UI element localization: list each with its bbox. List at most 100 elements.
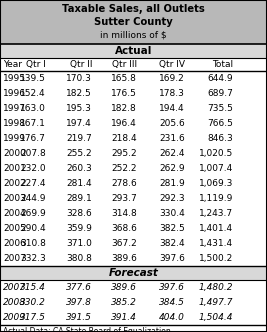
- Text: Actual Data: CA State Board of Equalization: Actual Data: CA State Board of Equalizat…: [3, 327, 171, 332]
- Text: 846.3: 846.3: [207, 134, 233, 143]
- Text: Taxable Sales, all Outlets: Taxable Sales, all Outlets: [62, 4, 205, 14]
- Text: 1,500.2: 1,500.2: [199, 254, 233, 263]
- Text: Qtr IV: Qtr IV: [159, 60, 185, 69]
- Text: Qtr III: Qtr III: [112, 60, 137, 69]
- Text: 2005: 2005: [3, 224, 26, 233]
- Text: 384.5: 384.5: [159, 298, 185, 307]
- Text: 194.4: 194.4: [159, 104, 185, 113]
- Text: Sutter County: Sutter County: [94, 17, 173, 27]
- Text: 163.0: 163.0: [20, 104, 46, 113]
- Text: 380.8: 380.8: [66, 254, 92, 263]
- Text: 391.4: 391.4: [111, 313, 137, 322]
- Text: 2001: 2001: [3, 164, 26, 173]
- Text: 176.7: 176.7: [20, 134, 46, 143]
- Text: 176.5: 176.5: [111, 89, 137, 98]
- Text: 359.9: 359.9: [66, 224, 92, 233]
- Text: 371.0: 371.0: [66, 239, 92, 248]
- Text: 2000: 2000: [3, 149, 26, 158]
- Text: 1997: 1997: [3, 104, 26, 113]
- Text: 397.8: 397.8: [66, 298, 92, 307]
- Text: 182.5: 182.5: [66, 89, 92, 98]
- Text: 315.4: 315.4: [20, 283, 46, 292]
- Text: 367.2: 367.2: [111, 239, 137, 248]
- Text: 377.6: 377.6: [66, 283, 92, 292]
- Text: 278.6: 278.6: [111, 179, 137, 188]
- Text: 689.7: 689.7: [207, 89, 233, 98]
- Text: Total: Total: [212, 60, 233, 69]
- Text: 330.2: 330.2: [20, 298, 46, 307]
- Text: 165.8: 165.8: [111, 74, 137, 83]
- Text: 2006: 2006: [3, 239, 26, 248]
- Text: 227.4: 227.4: [21, 179, 46, 188]
- Text: 1,020.5: 1,020.5: [199, 149, 233, 158]
- Text: 389.6: 389.6: [111, 283, 137, 292]
- Text: 735.5: 735.5: [207, 104, 233, 113]
- Text: 382.4: 382.4: [159, 239, 185, 248]
- Text: 260.3: 260.3: [66, 164, 92, 173]
- Text: 397.6: 397.6: [159, 283, 185, 292]
- Text: 397.6: 397.6: [159, 254, 185, 263]
- Text: 197.4: 197.4: [66, 119, 92, 128]
- Text: 1999: 1999: [3, 134, 26, 143]
- Text: 182.8: 182.8: [111, 104, 137, 113]
- Text: 317.5: 317.5: [20, 313, 46, 322]
- Text: 1,069.3: 1,069.3: [199, 179, 233, 188]
- Text: 314.8: 314.8: [111, 209, 137, 218]
- Text: 1,504.4: 1,504.4: [198, 313, 233, 322]
- Text: 232.0: 232.0: [20, 164, 46, 173]
- Text: 1,401.4: 1,401.4: [199, 224, 233, 233]
- Text: 152.4: 152.4: [20, 89, 46, 98]
- Text: Qtr II: Qtr II: [69, 60, 92, 69]
- Text: 178.3: 178.3: [159, 89, 185, 98]
- Text: 1,119.9: 1,119.9: [199, 194, 233, 203]
- Text: 1995: 1995: [3, 74, 26, 83]
- Text: 328.6: 328.6: [66, 209, 92, 218]
- Text: Forecast: Forecast: [109, 268, 158, 278]
- Text: 1996: 1996: [3, 89, 26, 98]
- Text: 262.9: 262.9: [159, 164, 185, 173]
- Text: 281.9: 281.9: [159, 179, 185, 188]
- Text: 2008: 2008: [3, 298, 26, 307]
- Text: 330.4: 330.4: [159, 209, 185, 218]
- Text: 293.7: 293.7: [111, 194, 137, 203]
- Text: 385.2: 385.2: [111, 298, 137, 307]
- Text: 1,431.4: 1,431.4: [199, 239, 233, 248]
- Text: 382.5: 382.5: [159, 224, 185, 233]
- Text: 244.9: 244.9: [21, 194, 46, 203]
- Text: 332.3: 332.3: [20, 254, 46, 263]
- Text: 170.3: 170.3: [66, 74, 92, 83]
- Text: 262.4: 262.4: [159, 149, 185, 158]
- Text: 139.5: 139.5: [20, 74, 46, 83]
- Text: 290.4: 290.4: [20, 224, 46, 233]
- Text: 169.2: 169.2: [159, 74, 185, 83]
- Text: 368.6: 368.6: [111, 224, 137, 233]
- Text: 269.9: 269.9: [20, 209, 46, 218]
- Text: 404.0: 404.0: [159, 313, 185, 322]
- Text: 2009: 2009: [3, 313, 26, 322]
- Text: 281.4: 281.4: [66, 179, 92, 188]
- Text: 2007: 2007: [3, 283, 26, 292]
- Text: 231.6: 231.6: [159, 134, 185, 143]
- Text: 255.2: 255.2: [66, 149, 92, 158]
- Text: Year: Year: [3, 60, 22, 69]
- Text: 252.2: 252.2: [112, 164, 137, 173]
- Text: 644.9: 644.9: [207, 74, 233, 83]
- Text: 391.5: 391.5: [66, 313, 92, 322]
- Text: 2004: 2004: [3, 209, 26, 218]
- Text: 310.8: 310.8: [20, 239, 46, 248]
- Text: 766.5: 766.5: [207, 119, 233, 128]
- Text: 205.6: 205.6: [159, 119, 185, 128]
- Text: 1,243.7: 1,243.7: [199, 209, 233, 218]
- Text: 289.1: 289.1: [66, 194, 92, 203]
- Text: 292.3: 292.3: [159, 194, 185, 203]
- Text: in millions of $: in millions of $: [100, 31, 167, 40]
- Text: 1,497.7: 1,497.7: [198, 298, 233, 307]
- Text: 2003: 2003: [3, 194, 26, 203]
- Text: 2007: 2007: [3, 254, 26, 263]
- Text: Actual: Actual: [115, 46, 152, 56]
- Text: 218.4: 218.4: [111, 134, 137, 143]
- Text: 167.1: 167.1: [20, 119, 46, 128]
- Text: 1998: 1998: [3, 119, 26, 128]
- Text: 196.4: 196.4: [111, 119, 137, 128]
- Text: 1,007.4: 1,007.4: [199, 164, 233, 173]
